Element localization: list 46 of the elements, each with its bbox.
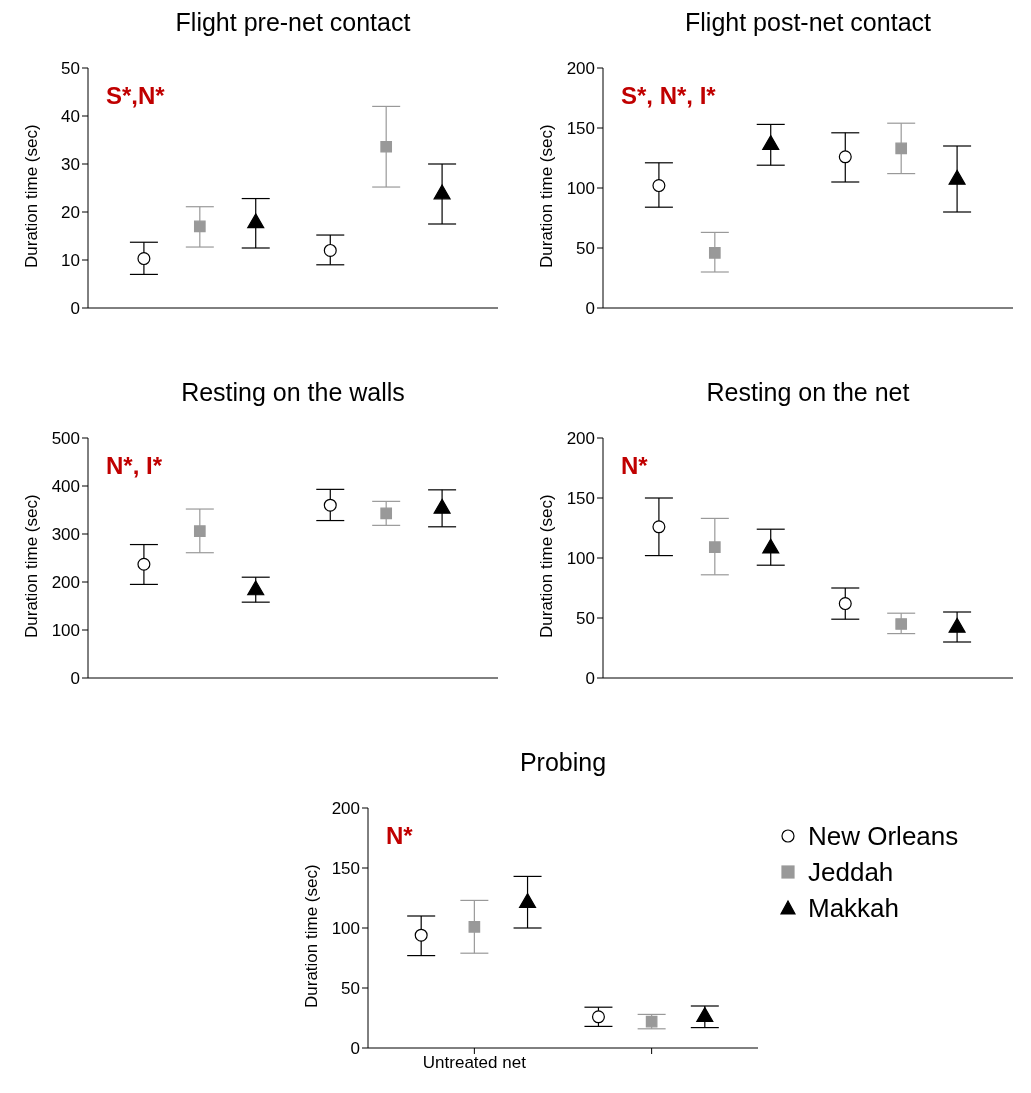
x-tick-label: Untreated net xyxy=(422,1053,527,1073)
y-tick-label: 0 xyxy=(70,669,80,689)
y-tick-label: 30 xyxy=(61,155,80,175)
y-tick-label: 10 xyxy=(61,251,80,271)
y-tick-label: 200 xyxy=(566,59,595,79)
annotation: N* xyxy=(386,822,413,850)
y-tick-label: 50 xyxy=(576,239,595,259)
y-tick-label: 200 xyxy=(51,573,80,593)
y-tick-label: 100 xyxy=(331,919,360,939)
y-tick-label: 50 xyxy=(61,59,80,79)
chart-title: Flight post-net contact xyxy=(684,8,932,37)
y-axis-title: Duration time (sec) xyxy=(22,494,42,638)
annotation: N*, I* xyxy=(106,452,163,480)
y-tick-label: 50 xyxy=(576,609,595,629)
legend-label: Jeddah xyxy=(808,856,894,888)
y-tick-label: 100 xyxy=(566,549,595,569)
chart-title: Flight pre-net contact xyxy=(174,8,412,37)
chart-title: Probing xyxy=(518,748,608,777)
legend-label: Makkah xyxy=(808,892,900,924)
y-tick-label: 0 xyxy=(70,299,80,319)
y-tick-label: 150 xyxy=(331,859,360,879)
y-tick-label: 300 xyxy=(51,525,80,545)
y-tick-label: 0 xyxy=(350,1039,360,1059)
y-tick-label: 150 xyxy=(566,489,595,509)
y-axis-title: Duration time (sec) xyxy=(22,124,42,268)
y-tick-label: 40 xyxy=(61,107,80,127)
y-tick-label: 100 xyxy=(51,621,80,641)
y-tick-label: 100 xyxy=(566,179,595,199)
y-tick-label: 400 xyxy=(51,477,80,497)
annotation: S*, N*, I* xyxy=(621,82,716,110)
legend-label: New Orleans xyxy=(808,820,959,852)
y-axis-title: Duration time (sec) xyxy=(302,864,322,1008)
y-tick-label: 150 xyxy=(566,119,595,139)
y-tick-label: 0 xyxy=(585,299,595,319)
y-tick-label: 200 xyxy=(331,799,360,819)
y-axis-title: Duration time (sec) xyxy=(537,124,557,268)
y-tick-label: 0 xyxy=(585,669,595,689)
y-axis-title: Duration time (sec) xyxy=(537,494,557,638)
annotation: N* xyxy=(621,452,648,480)
y-tick-label: 20 xyxy=(61,203,80,223)
chart-title: Resting on the net xyxy=(705,378,911,407)
annotation: S*,N* xyxy=(106,82,165,110)
y-tick-label: 50 xyxy=(341,979,360,999)
y-tick-label: 500 xyxy=(51,429,80,449)
y-tick-label: 200 xyxy=(566,429,595,449)
chart-title: Resting on the walls xyxy=(180,378,406,407)
